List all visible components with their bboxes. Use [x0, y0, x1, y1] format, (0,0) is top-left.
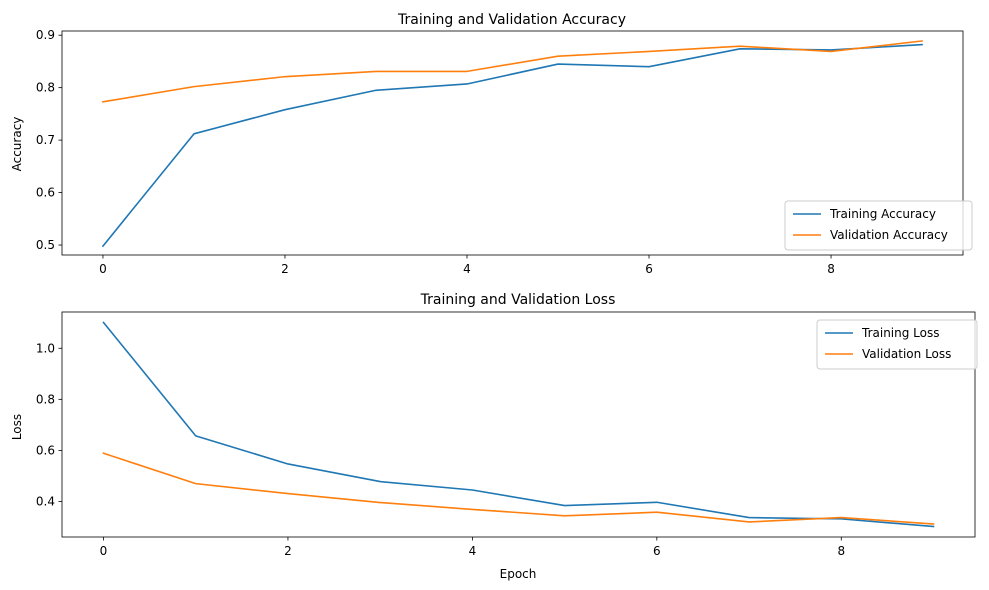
loss-chart-xtick-label: 2	[284, 544, 292, 558]
loss-chart-axes-frame	[61, 311, 976, 538]
accuracy-chart-legend-label: Training Accuracy	[829, 207, 936, 221]
accuracy-chart-ytick-label: 0.9	[36, 28, 55, 42]
accuracy-chart-xtick-label: 4	[463, 262, 471, 276]
loss-chart-ytick-label: 0.6	[36, 443, 55, 457]
loss-chart-legend: Training Loss Validation Loss	[816, 319, 978, 370]
accuracy-chart-legend-label: Validation Accuracy	[830, 228, 948, 242]
accuracy-chart-ytick-label: 0.5	[36, 238, 55, 252]
accuracy-chart-title: Training and Validation Accuracy	[397, 12, 626, 28]
loss-chart-legend-label: Validation Loss	[862, 347, 951, 361]
accuracy-chart-legend-box	[784, 200, 973, 251]
accuracy-chart-ytick-label: 0.8	[36, 81, 55, 95]
accuracy-chart-ylabel: Accuracy	[10, 117, 24, 172]
accuracy-chart-ytick-label: 0.6	[36, 186, 55, 200]
loss-chart-legend-box	[816, 319, 978, 370]
accuracy-chart-ytick-label: 0.7	[36, 133, 55, 147]
loss-chart: Training and Validation Loss Loss Epoch …	[10, 292, 978, 581]
accuracy-chart-xtick-label: 6	[645, 262, 653, 276]
loss-chart-ytick-label: 0.4	[36, 495, 55, 509]
loss-chart-ytick-label: 0.8	[36, 392, 55, 406]
accuracy-chart-series-validation-line	[102, 40, 923, 103]
loss-chart-xtick-label: 0	[100, 544, 108, 558]
loss-chart-title: Training and Validation Loss	[420, 292, 616, 308]
loss-chart-series-training-line	[102, 321, 935, 528]
loss-chart-ylabel: Loss	[10, 414, 24, 440]
loss-chart-legend-label: Training Loss	[861, 326, 939, 340]
accuracy-chart-xtick-label: 2	[281, 262, 289, 276]
accuracy-chart-xtick-label: 0	[99, 262, 107, 276]
accuracy-chart-xtick-label: 8	[827, 262, 835, 276]
accuracy-chart-axes-frame	[61, 30, 964, 256]
loss-chart-series-validation-line	[102, 452, 935, 525]
accuracy-chart: Training and Validation Accuracy Accurac…	[10, 12, 973, 276]
loss-chart-xtick-label: 6	[653, 544, 661, 558]
loss-chart-xtick-label: 8	[837, 544, 845, 558]
loss-chart-xlabel: Epoch	[500, 567, 537, 581]
loss-chart-xtick-label: 4	[469, 544, 477, 558]
accuracy-chart-legend: Training Accuracy Validation Accuracy	[784, 200, 973, 251]
loss-chart-ytick-label: 1.0	[36, 341, 55, 355]
